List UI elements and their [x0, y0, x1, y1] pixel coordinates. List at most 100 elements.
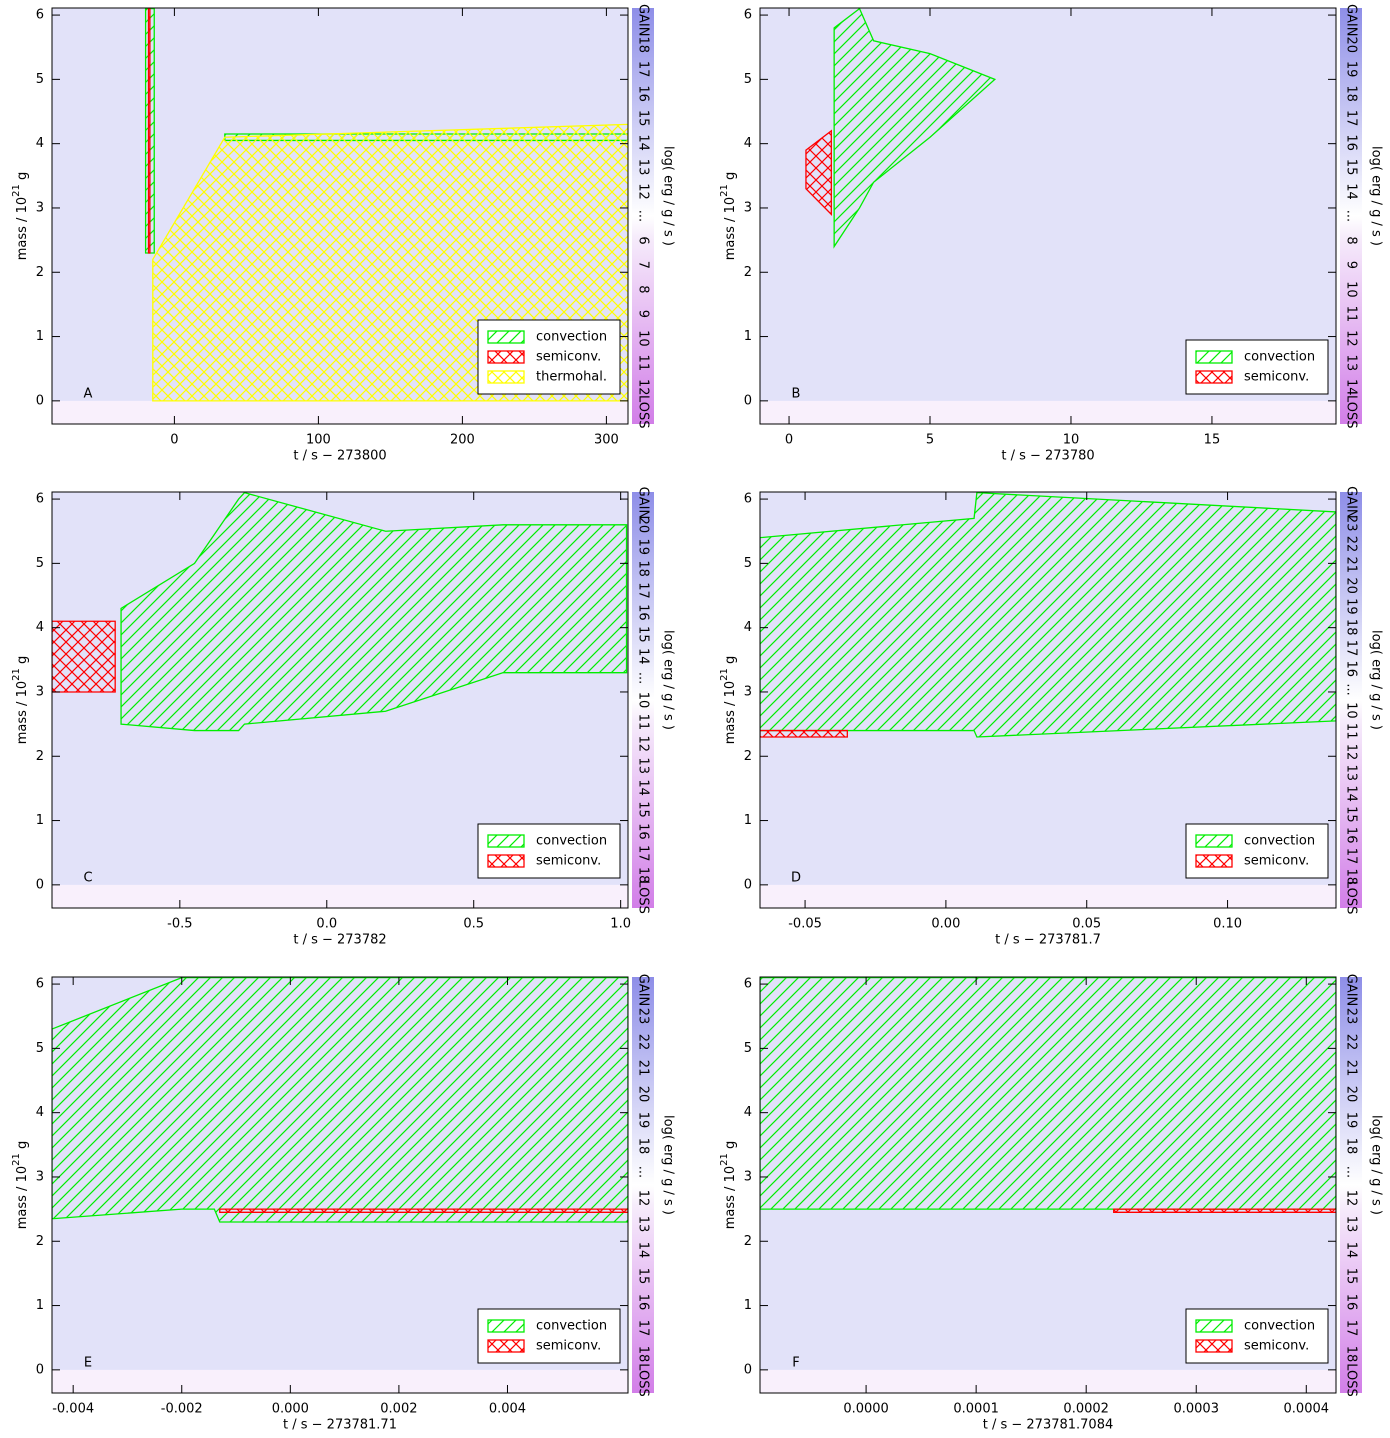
region [219, 1208, 628, 1213]
colorbar-label: 15 [636, 626, 651, 643]
plot-background-loss [52, 400, 628, 424]
y-tick-label: 0 [36, 877, 44, 892]
colorbar-label: 16 [636, 604, 651, 621]
plot-background-loss [52, 1369, 628, 1393]
x-tick-label: -0.05 [788, 917, 822, 932]
colorbar-label: 14 [636, 1242, 651, 1259]
colorbar-label: 10 [1344, 702, 1359, 719]
x-tick-label: 300 [594, 433, 619, 448]
colorbar-label: 21 [1344, 557, 1359, 574]
y-tick-label: 2 [36, 749, 44, 764]
colorbar-label: 20 [636, 1086, 651, 1103]
plot-frame [51, 7, 629, 425]
y-axis-label-exp: 21 [11, 184, 22, 197]
y-tick-label: 3 [744, 684, 752, 699]
y-tick-label: 0 [744, 1362, 752, 1377]
legend-label: semiconv. [1244, 370, 1309, 385]
y-tick-label: 5 [36, 1041, 44, 1056]
colorbar-label: GAIN [636, 974, 651, 1007]
plot-frame [51, 976, 629, 1394]
colorbar-label: 22 [1344, 1034, 1359, 1051]
x-tick-label: 0.000 [272, 1402, 309, 1417]
y-axis-label-exp: 21 [719, 1153, 730, 1166]
x-tick-label: 0.002 [380, 1402, 417, 1417]
y-tick-label: 6 [36, 492, 44, 507]
legend-label: semiconv. [1244, 854, 1309, 869]
colorbar-label: 9 [1344, 261, 1359, 269]
colorbar-label: 18 [636, 867, 651, 884]
colorbar-label: 15 [636, 1268, 651, 1285]
y-tick-label: 2 [744, 1234, 752, 1249]
colorbar-label: 12 [636, 1190, 651, 1207]
y-axis-label: mass / 1021 g [719, 172, 738, 261]
colorbar-label: LOSS [1344, 1363, 1359, 1397]
colorbar-label: 17 [1344, 848, 1359, 865]
legend-box [1185, 823, 1329, 879]
colorbar-label: 14 [1344, 1242, 1359, 1259]
colorbar-label: 17 [1344, 640, 1359, 657]
colorbar-label: LOSS [636, 1363, 651, 1397]
colorbar-label: 8 [1344, 236, 1359, 244]
y-axis-label-exp: 21 [719, 668, 730, 681]
colorbar-label: 23 [1344, 1008, 1359, 1025]
colorbar-label: ... [636, 672, 651, 684]
colorbar-label: 11 [1344, 723, 1359, 740]
x-tick-label: 0.004 [489, 1402, 526, 1417]
y-tick-label: 4 [744, 1105, 752, 1120]
legend-box [1185, 1308, 1329, 1364]
colorbar-label: 18 [636, 36, 651, 53]
colorbar [1340, 8, 1362, 424]
x-tick-label: 0.0000 [843, 1402, 889, 1417]
colorbar-label: 16 [1344, 827, 1359, 844]
y-axis-label: mass / 1021 g [11, 172, 30, 261]
y-tick-label: 3 [744, 200, 752, 215]
colorbar-label: GAIN [1344, 486, 1359, 519]
y-axis-label-exp: 21 [719, 184, 730, 197]
y-tick-label: 5 [36, 556, 44, 571]
colorbar-label: 20 [636, 517, 651, 534]
region [120, 492, 628, 732]
y-tick-label: 5 [36, 72, 44, 87]
colorbar-label: 19 [1344, 61, 1359, 78]
colorbar-label: 15 [1344, 806, 1359, 823]
colorbar-label: 18 [1344, 85, 1359, 102]
x-tick-label: 10 [1063, 433, 1080, 448]
region [1113, 1208, 1336, 1213]
colorbar [632, 492, 654, 908]
colorbar [1340, 492, 1362, 908]
y-axis-label-text: mass / 10 [723, 197, 738, 260]
region [52, 977, 628, 1223]
legend-label: convection [536, 330, 607, 345]
y-tick-label: 3 [36, 1169, 44, 1184]
y-tick-label: 1 [36, 813, 44, 828]
colorbar-label: 14 [1344, 183, 1359, 200]
x-axis-label: t / s − 273781.7 [995, 933, 1101, 948]
plot-background-loss [52, 884, 628, 908]
legend-swatch [1195, 350, 1233, 364]
y-tick-label: 4 [744, 136, 752, 151]
regions [52, 492, 628, 732]
regions [52, 977, 628, 1223]
y-tick-label: 4 [36, 1105, 44, 1120]
legend-swatch [487, 330, 525, 344]
colorbar-label: 10 [1344, 281, 1359, 298]
legend-label: convection [1244, 1319, 1315, 1334]
plot-background-loss [760, 884, 1336, 908]
colorbar-label: 12 [636, 183, 651, 200]
y-tick-label: 1 [36, 329, 44, 344]
colorbar-label: 16 [1344, 661, 1359, 678]
y-axis-label-unit: g [15, 172, 30, 184]
colorbar-label: 13 [636, 757, 651, 774]
y-axis-label-exp: 21 [11, 1153, 22, 1166]
regions [805, 8, 997, 249]
colorbar-label: 7 [636, 261, 651, 269]
colorbar-label: GAIN [1344, 974, 1359, 1007]
x-axis-label: t / s − 273781.7084 [983, 1418, 1114, 1433]
x-axis-label: t / s − 273800 [293, 449, 386, 464]
x-tick-label: 0.0003 [1173, 1402, 1219, 1417]
colorbar-label: 15 [636, 801, 651, 818]
colorbar-label: GAIN [1344, 4, 1359, 37]
